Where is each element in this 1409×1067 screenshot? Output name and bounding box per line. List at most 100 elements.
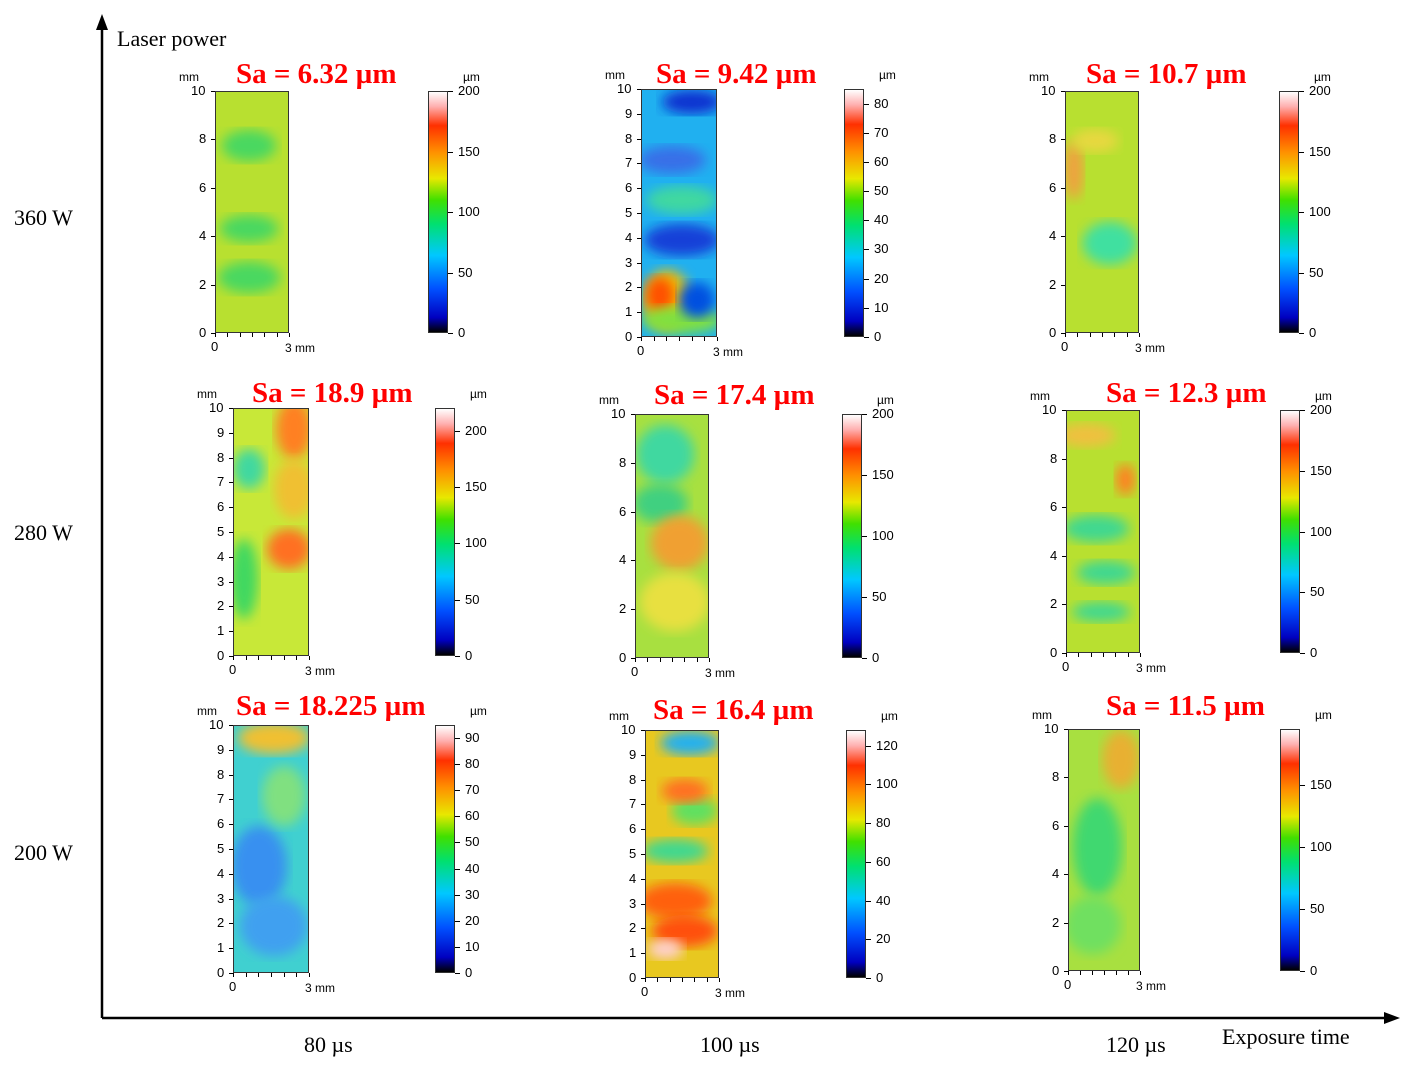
x-tick-mark bbox=[694, 978, 696, 982]
y-unit-label: mm bbox=[599, 393, 619, 407]
heightmap-region bbox=[646, 277, 674, 313]
heightmap-region bbox=[274, 459, 308, 519]
y-unit-label: mm bbox=[609, 709, 629, 723]
y-tick-label: 6 bbox=[1050, 499, 1058, 515]
colorbar-tick-label: 50 bbox=[458, 264, 473, 280]
x-tick-mark bbox=[227, 333, 229, 337]
y-tick-label: 9 bbox=[217, 424, 225, 440]
y-tick-label: 0 bbox=[217, 965, 225, 980]
colorbar-tick-label: 0 bbox=[1309, 325, 1317, 340]
heightmap-region bbox=[276, 409, 308, 459]
colorbar-tick-mark bbox=[1299, 212, 1304, 213]
x-tick-mark bbox=[252, 333, 253, 337]
y-tick-mark bbox=[637, 213, 641, 214]
x-tick-mark bbox=[233, 973, 234, 977]
y-tick-mark bbox=[1064, 729, 1068, 730]
y-tick-label: 1 bbox=[625, 304, 633, 320]
row-label-200w: 200 W bbox=[14, 840, 73, 865]
colorbar-tick-mark bbox=[864, 337, 869, 338]
heightmap-image bbox=[646, 731, 718, 977]
y-tick-label: 6 bbox=[619, 503, 627, 519]
heightmap-image bbox=[216, 92, 288, 332]
colorbar bbox=[1279, 91, 1299, 333]
colorbar-tick-mark bbox=[864, 220, 869, 222]
x-tick-mark bbox=[239, 333, 241, 337]
x-tick-mark bbox=[245, 973, 247, 977]
colorbar-tick-mark bbox=[866, 745, 871, 747]
y-tick-label: 8 bbox=[1052, 769, 1060, 785]
y-tick-mark bbox=[637, 262, 641, 264]
y-tick-mark bbox=[631, 414, 635, 415]
colorbar-tick-label: 150 bbox=[465, 478, 487, 494]
colorbar-tick-label: 100 bbox=[876, 776, 898, 792]
heightmap-region bbox=[1066, 140, 1084, 200]
y-tick-label: 6 bbox=[217, 499, 225, 515]
y-tick-label: 7 bbox=[629, 796, 637, 812]
y-tick-label: 10 bbox=[1044, 721, 1059, 736]
y-tick-mark bbox=[637, 287, 641, 289]
y-tick-label: 10 bbox=[209, 717, 224, 732]
heightmap-image bbox=[1069, 730, 1139, 970]
heightmap-region bbox=[644, 224, 716, 256]
colorbar-tick-mark bbox=[1300, 470, 1305, 472]
y-tick-mark bbox=[631, 511, 635, 513]
colorbar-unit-label: µm bbox=[881, 709, 898, 723]
colorbar-tick-mark bbox=[862, 536, 867, 537]
sa-value: Sa = 9.42 µm bbox=[656, 58, 817, 90]
colorbar-tick-label: 20 bbox=[874, 270, 889, 286]
heightmap-region bbox=[671, 797, 718, 825]
colorbar-tick-mark bbox=[864, 161, 869, 163]
x-tick-mark bbox=[719, 978, 720, 982]
colorbar-tick-label: 0 bbox=[465, 648, 473, 663]
y-unit-label: mm bbox=[197, 704, 217, 718]
colorbar-tick-label: 100 bbox=[1310, 523, 1332, 539]
y-unit-label: mm bbox=[1030, 389, 1050, 403]
colorbar-tick-mark bbox=[864, 307, 869, 309]
sa-value: Sa = 6.32 µm bbox=[236, 58, 397, 90]
x-tick-end: 3 mm bbox=[713, 345, 743, 359]
colorbar-tick-label: 50 bbox=[872, 589, 887, 604]
y-tick-mark bbox=[637, 237, 641, 239]
y-tick-mark bbox=[637, 113, 641, 115]
x-tick-mark bbox=[641, 337, 642, 341]
y-tick-label: 0 bbox=[1050, 645, 1058, 660]
x-tick-end: 3 mm bbox=[305, 981, 335, 995]
y-tick-mark bbox=[229, 482, 233, 484]
colorbar-tick-label: 0 bbox=[465, 965, 473, 980]
colorbar-tick-label: 150 bbox=[1310, 462, 1332, 478]
colorbar-tick-mark bbox=[1300, 653, 1305, 654]
colorbar-tick-mark bbox=[1300, 846, 1305, 848]
colorbar-tick-label: 50 bbox=[1310, 900, 1325, 916]
x-tick-zero: 0 bbox=[1064, 977, 1072, 992]
sa-value: Sa = 17.4 µm bbox=[654, 379, 815, 411]
x-tick-mark bbox=[659, 658, 661, 662]
heightmap-region bbox=[1076, 560, 1136, 585]
colorbar-tick-mark bbox=[1299, 91, 1304, 92]
y-tick-mark bbox=[637, 163, 641, 165]
x-tick-mark bbox=[258, 656, 260, 660]
colorbar-tick-mark bbox=[455, 599, 460, 601]
colorbar-tick-mark bbox=[1299, 272, 1304, 274]
colorbar-tick-label: 80 bbox=[876, 815, 891, 830]
y-tick-mark bbox=[1061, 333, 1065, 334]
heightmap bbox=[233, 408, 309, 656]
y-tick-mark bbox=[1064, 777, 1068, 779]
y-tick-label: 4 bbox=[199, 228, 207, 244]
x-tick-mark bbox=[1139, 333, 1140, 337]
y-tick-label: 4 bbox=[1049, 228, 1057, 244]
x-tick-end: 3 mm bbox=[1136, 979, 1166, 993]
colorbar-tick-label: 90 bbox=[465, 730, 480, 746]
y-tick-mark bbox=[1062, 507, 1066, 509]
y-tick-mark bbox=[637, 312, 641, 314]
colorbar-tick-label: 40 bbox=[876, 892, 891, 908]
heightmap bbox=[1068, 729, 1140, 971]
x-tick-mark bbox=[215, 333, 216, 337]
y-tick-label: 7 bbox=[217, 791, 225, 807]
colorbar bbox=[435, 725, 455, 973]
y-tick-mark bbox=[211, 236, 215, 238]
y-tick-mark bbox=[637, 138, 641, 140]
y-tick-mark bbox=[1064, 874, 1068, 876]
heightmap-region bbox=[662, 90, 716, 114]
y-tick-mark bbox=[211, 139, 215, 141]
y-tick-mark bbox=[229, 774, 233, 776]
